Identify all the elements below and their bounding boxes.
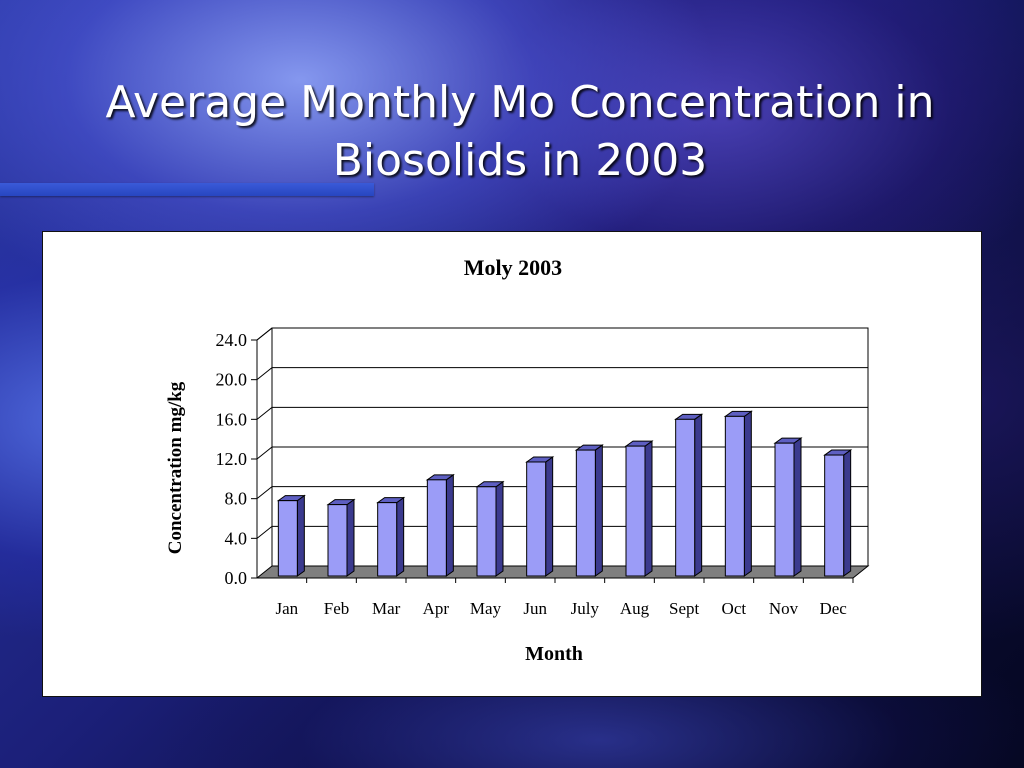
bar — [574, 444, 604, 577]
title-underline-bar — [0, 183, 374, 196]
bar-front — [575, 449, 596, 577]
x-tick-label: Aug — [620, 599, 650, 618]
bar-side — [445, 473, 454, 577]
bar-side — [793, 437, 802, 577]
bar — [326, 498, 356, 577]
y-tick-label: 24.0 — [216, 330, 248, 350]
chart-bars — [276, 410, 853, 577]
bar-side — [644, 440, 653, 577]
bar — [425, 473, 455, 577]
bar-side — [346, 498, 355, 577]
bar-side — [843, 449, 852, 577]
bar — [376, 496, 406, 577]
bar-side — [495, 480, 504, 577]
slide-title-line-1: Average Monthly Mo Concentration in — [105, 77, 935, 128]
x-tick-label: Feb — [324, 599, 350, 618]
bar-front — [824, 454, 845, 577]
chart-gridlines — [256, 327, 868, 539]
x-tick-label: Dec — [819, 599, 847, 618]
bar-front — [675, 418, 696, 577]
y-tick-label: 20.0 — [216, 370, 248, 390]
bar-front — [476, 486, 497, 577]
x-tick-label: Apr — [423, 599, 450, 618]
bar-front — [625, 445, 646, 577]
gridline — [256, 525, 868, 539]
y-tick-label: 4.0 — [225, 528, 248, 548]
bar-chart: 0.0 4.0 8.0 12.0 16.0 20.0 24.0 Jan Feb Mar Apr Ma… — [165, 255, 870, 665]
y-axis-title: Concentration mg/kg — [165, 381, 186, 554]
bar-side — [296, 494, 305, 577]
gridline — [256, 406, 868, 420]
bar-side — [694, 413, 703, 577]
bar-front — [526, 461, 547, 577]
x-tick-label: Oct — [722, 599, 747, 618]
bar — [475, 480, 505, 577]
x-axis-labels: Jan Feb Mar Apr May Jun July Aug Sept Oct Nov Dec — [275, 578, 854, 618]
y-tick-label: 8.0 — [225, 489, 248, 509]
bar — [723, 410, 753, 577]
y-axis: 0.0 4.0 8.0 12.0 16.0 20.0 24.0 — [216, 330, 257, 588]
x-tick-label: Mar — [372, 599, 401, 618]
y-tick-label: 0.0 — [225, 568, 248, 588]
x-axis-title: Month — [525, 643, 583, 665]
bar — [276, 494, 306, 577]
y-tick-label: 12.0 — [216, 449, 248, 469]
gridline — [256, 486, 868, 500]
x-tick-label: Sept — [669, 599, 700, 618]
y-tick-label: 16.0 — [216, 409, 248, 429]
gridline — [256, 446, 868, 460]
bar-front — [377, 502, 398, 577]
bar — [823, 449, 853, 577]
bar-side — [743, 410, 752, 577]
bar-front — [426, 479, 447, 577]
bar-front — [327, 504, 348, 577]
bar-front — [724, 415, 745, 577]
x-tick-label: May — [470, 599, 502, 618]
bar-side — [396, 496, 405, 577]
bar-side — [594, 444, 603, 577]
bar-front — [774, 442, 795, 577]
bar — [674, 413, 704, 577]
gridline — [256, 327, 868, 341]
slide-title: Average Monthly Mo Concentration in Bios… — [60, 74, 980, 190]
x-tick-label: July — [571, 599, 600, 618]
bar — [773, 437, 803, 577]
slide-title-line-2: Biosolids in 2003 — [332, 135, 708, 186]
x-tick-label: Nov — [769, 599, 799, 618]
x-tick-label: Jun — [523, 599, 547, 618]
bar — [624, 440, 654, 577]
chart-panel: 0.0 4.0 8.0 12.0 16.0 20.0 24.0 Jan Feb Mar Apr Ma… — [42, 231, 982, 697]
chart-title: Moly 2003 — [464, 255, 562, 280]
bar — [525, 456, 555, 577]
x-tick-label: Jan — [275, 599, 298, 618]
bar-side — [545, 456, 554, 577]
bar-front — [277, 500, 298, 577]
gridline — [256, 367, 868, 381]
